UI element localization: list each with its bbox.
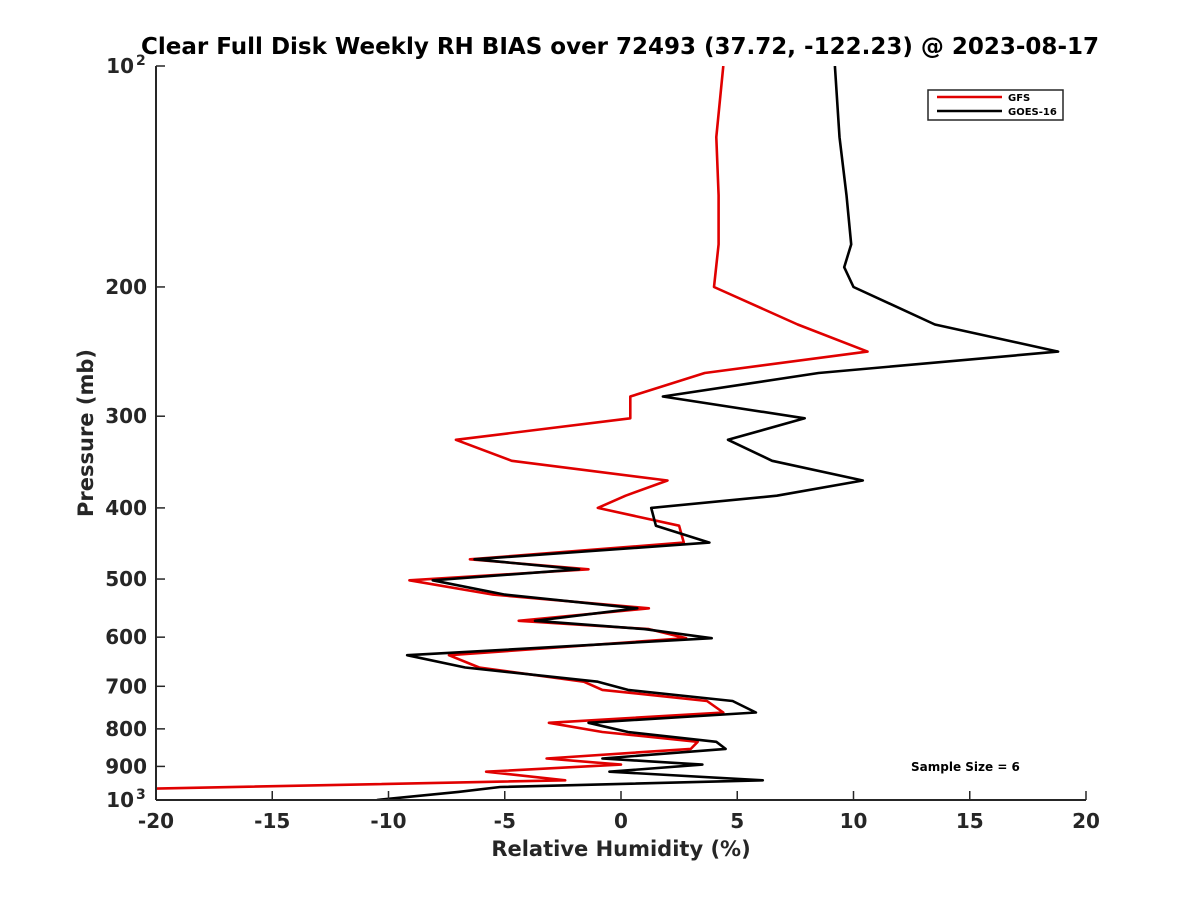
y-tick-label: 10 <box>106 788 134 812</box>
x-axis-ticks: -20 -15 -10 -5 0 5 10 15 20 <box>138 791 1100 833</box>
y-tick-label: 600 <box>105 625 147 649</box>
legend-label-gfs: GFS <box>1008 93 1030 104</box>
series-line-gfs <box>156 66 869 790</box>
x-tick-label: -15 <box>254 809 290 833</box>
y-axis-label: Pressure (mb) <box>74 349 98 517</box>
x-tick-label: 15 <box>956 809 984 833</box>
x-tick-label: -10 <box>370 809 406 833</box>
x-axis-label: Relative Humidity (%) <box>491 837 750 861</box>
series-layer <box>156 66 1060 800</box>
y-tick-label: 400 <box>105 496 147 520</box>
legend-label-goes16: GOES-16 <box>1008 107 1057 118</box>
sample-size-annotation: Sample Size = 6 <box>911 760 1020 774</box>
x-tick-label: -20 <box>138 809 174 833</box>
y-tick-label: 300 <box>105 404 147 428</box>
y-tick-label: 800 <box>105 717 147 741</box>
series-line-goes-16 <box>376 66 1060 800</box>
y-tick-label: 700 <box>105 674 147 698</box>
y-tick-label-exponent: 3 <box>136 787 146 803</box>
x-tick-label: -5 <box>494 809 516 833</box>
x-tick-label: 0 <box>614 809 628 833</box>
x-tick-label: 20 <box>1072 809 1100 833</box>
y-tick-label: 200 <box>105 275 147 299</box>
legend: GFS GOES-16 <box>927 89 1064 121</box>
x-tick-label: 10 <box>840 809 868 833</box>
y-tick-label: 500 <box>105 567 147 591</box>
legend-box <box>927 89 1064 121</box>
chart-title: Clear Full Disk Weekly RH BIAS over 7249… <box>141 34 1099 60</box>
y-tick-label: 900 <box>105 754 147 778</box>
y-tick-label: 10 <box>106 54 134 78</box>
y-tick-label-exponent: 2 <box>136 53 146 69</box>
x-tick-label: 5 <box>730 809 744 833</box>
